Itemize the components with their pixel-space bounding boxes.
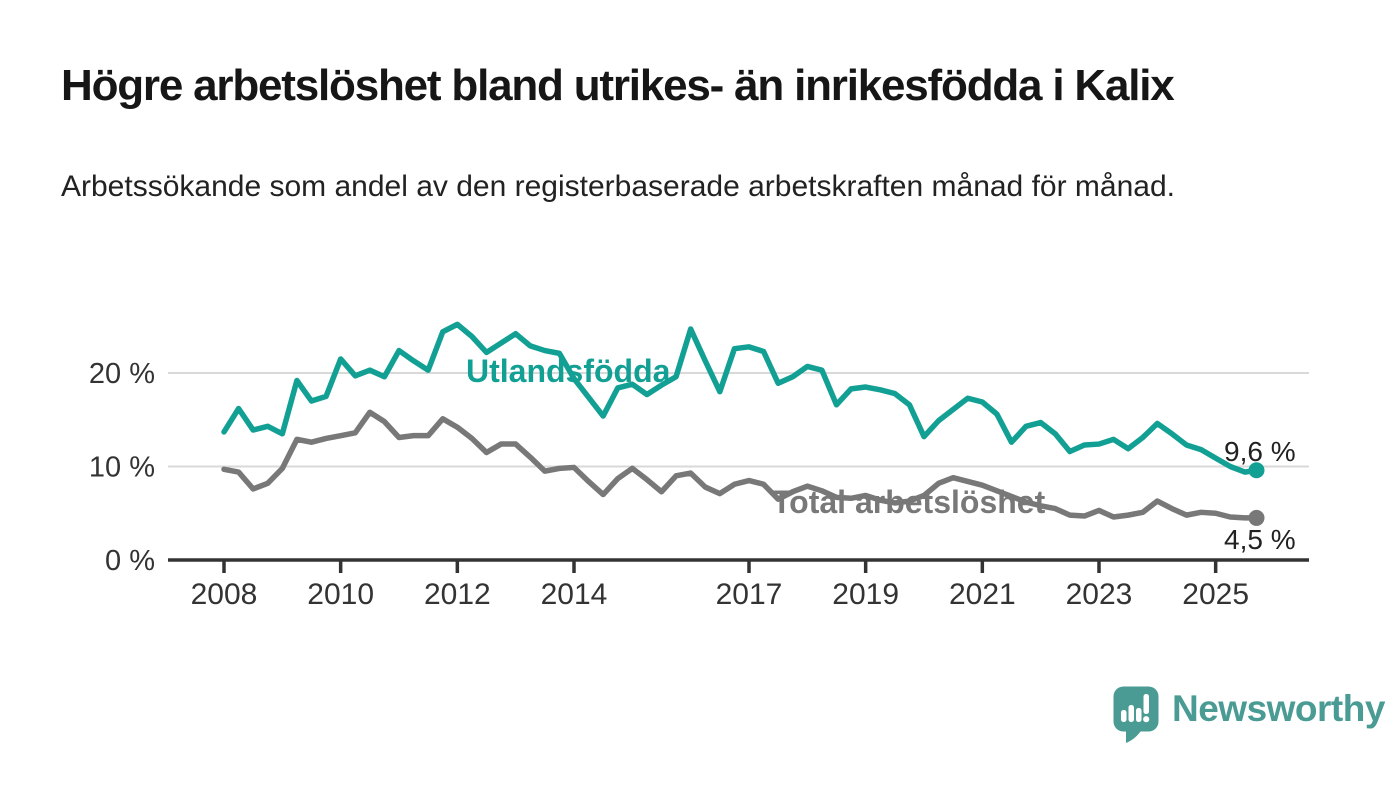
x-tick-label: 2021 (949, 578, 1016, 611)
series-end-dot-1 (1248, 509, 1265, 526)
x-tick-label: 2010 (307, 578, 374, 611)
newsworthy-logo: Newsworthy (1113, 686, 1385, 744)
x-tick-label: 2025 (1182, 578, 1249, 611)
series-label-total-arbetsloshet: Total arbetslöshet (772, 484, 1046, 520)
y-tick-label: 0 % (105, 545, 155, 577)
speech-bubble-bar-chart-icon (1113, 686, 1159, 743)
x-tick-label: 2008 (191, 578, 258, 611)
series-line-1 (221, 409, 1260, 521)
y-tick-label: 20 % (89, 358, 155, 390)
x-tick-label: 2014 (541, 578, 608, 611)
end-value-label-total: 4,5 % (1224, 524, 1296, 555)
end-value-label-utlandsfodda: 9,6 % (1224, 436, 1296, 467)
newsworthy-wordmark: Newsworthy (1172, 688, 1385, 729)
series-end-dot-0 (1248, 462, 1265, 479)
x-tick-label: 2012 (424, 578, 491, 611)
series-label-utlandsfodda: Utlandsfödda (466, 353, 671, 389)
x-tick-label: 2017 (716, 578, 783, 611)
chart-subtitle: Arbetssökande som andel av den registerb… (61, 170, 1175, 203)
series-line-0 (221, 321, 1260, 475)
page-title: Högre arbetslöshet bland utrikes- än inr… (61, 61, 1175, 110)
y-tick-label: 10 % (89, 452, 155, 484)
x-tick-label: 2019 (832, 578, 899, 611)
x-tick-label: 2023 (1066, 578, 1133, 611)
